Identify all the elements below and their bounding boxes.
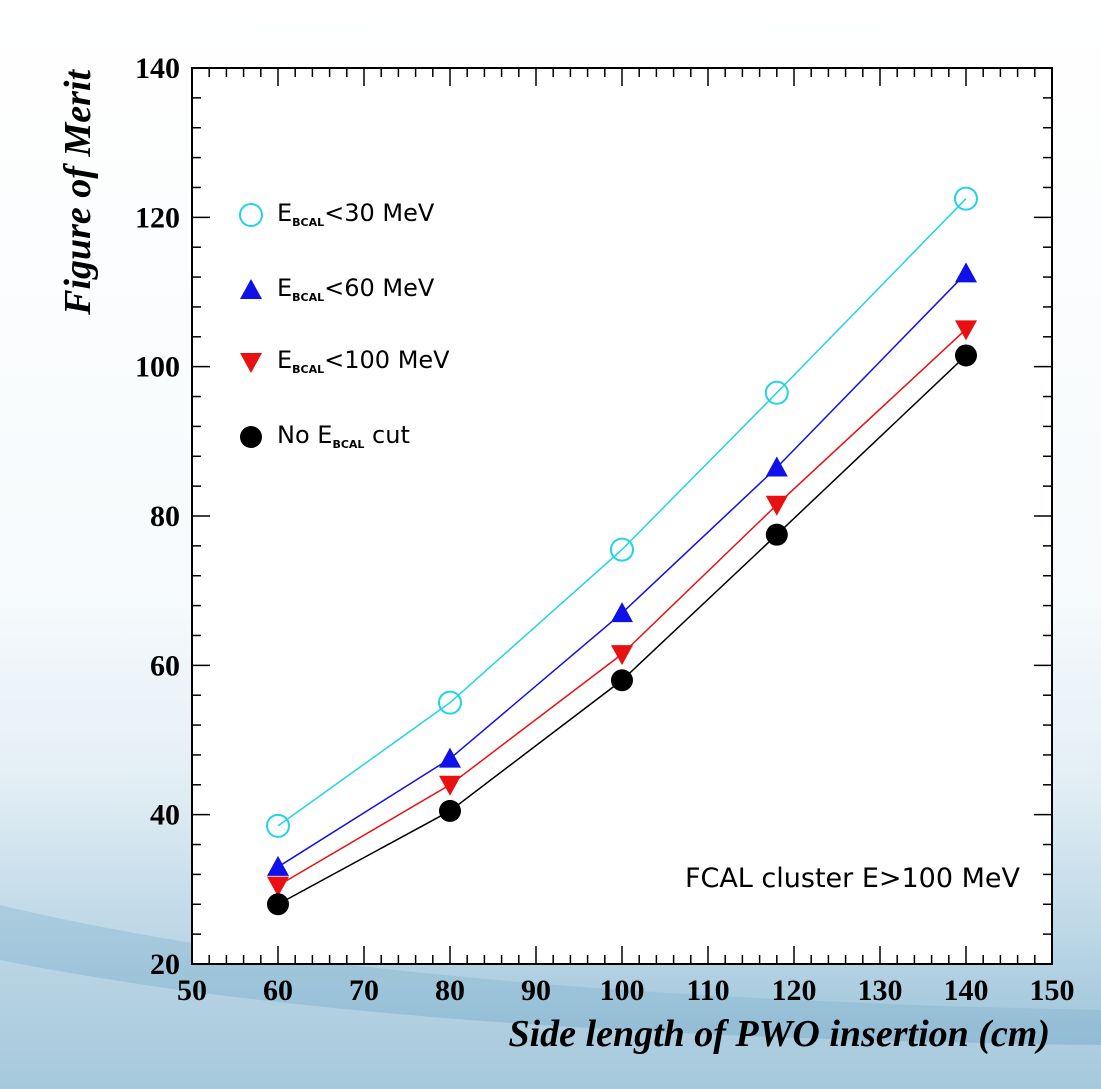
data-point [439, 775, 461, 796]
y-tick-label: 80 [150, 500, 180, 533]
legend-marker [240, 426, 262, 448]
data-point [267, 876, 289, 897]
data-point [438, 690, 462, 715]
data-point [765, 456, 788, 477]
x-tick-label: 60 [263, 974, 293, 1007]
legend-entry: EBCAL<100 MeV [277, 346, 450, 376]
data-point [954, 186, 978, 211]
series-line [277, 198, 967, 827]
data-point [955, 262, 977, 283]
x-axis-title: Side length of PWO insertion (cm) [508, 1013, 1050, 1055]
x-tick-label: 110 [686, 974, 729, 1007]
plot-area [192, 68, 1052, 964]
y-tick-label: 120 [135, 201, 180, 234]
legend-entry: EBCAL<30 MeV [277, 199, 435, 229]
data-point [267, 855, 289, 876]
legend-entry: EBCAL<60 MeV [277, 274, 435, 304]
x-tick-label: 90 [521, 974, 551, 1007]
legend-marker [239, 203, 263, 227]
data-point [955, 320, 977, 341]
x-tick-label: 130 [858, 974, 903, 1007]
background-wave-light [0, 960, 1101, 1089]
annotation-text: FCAL cluster E>100 MeV [685, 863, 1021, 894]
data-point [955, 344, 977, 367]
legend-marker [240, 353, 262, 373]
y-tick-label: 40 [150, 799, 180, 832]
data-point [611, 602, 633, 623]
y-tick-label: 20 [150, 948, 180, 981]
data-point [266, 813, 290, 838]
data-point [267, 893, 289, 916]
x-tick-label: 50 [177, 974, 207, 1007]
data-point [765, 495, 788, 516]
background-wave [0, 905, 1101, 1089]
data-point [764, 380, 789, 405]
x-tick-label: 150 [1030, 974, 1075, 1007]
y-tick-label: 140 [135, 52, 180, 85]
x-tick-label: 120 [772, 974, 817, 1007]
data-point [765, 523, 788, 546]
legend-entry: No EBCAL cut [277, 421, 410, 451]
data-point [611, 645, 633, 666]
data-point [439, 799, 461, 822]
y-tick-label: 60 [150, 649, 180, 682]
data-point [611, 669, 633, 692]
data-point [610, 537, 634, 562]
legend-marker [240, 279, 262, 299]
x-tick-label: 100 [600, 974, 645, 1007]
x-tick-label: 140 [944, 974, 989, 1007]
y-tick-label: 100 [135, 351, 180, 384]
data-point [439, 747, 461, 768]
x-tick-label: 70 [349, 974, 379, 1007]
y-axis-title: Figure of Merit [57, 69, 99, 316]
x-tick-label: 80 [435, 974, 465, 1007]
